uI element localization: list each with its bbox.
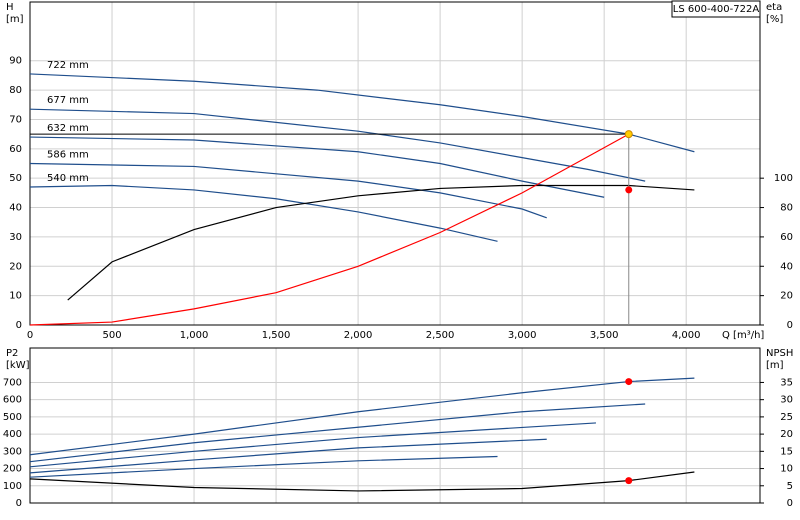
y-tick-label: 700 [3, 377, 22, 388]
duty-point [625, 477, 633, 485]
y-tick-label: 600 [3, 395, 22, 406]
duty-point [624, 130, 633, 139]
plot-frame [29, 347, 761, 504]
curve-label: 586 mm [47, 150, 89, 161]
curve-label: 540 mm [47, 173, 89, 184]
y2-tick-label: 10 [780, 464, 793, 475]
legend-label: LS 600-400-722A [673, 4, 760, 15]
curve [29, 136, 605, 198]
curve [29, 422, 596, 468]
y-tick-label: 70 [9, 114, 22, 125]
curve [29, 455, 498, 478]
x-tick-label: 2,000 [344, 330, 373, 341]
y-tick-label: 30 [9, 232, 22, 243]
curve [29, 471, 695, 492]
y-tick-label: 500 [3, 412, 22, 423]
duty-point [625, 378, 633, 386]
curve [29, 73, 695, 153]
x-tick-label: 1,500 [262, 330, 291, 341]
duty-point [625, 186, 633, 194]
x-tick-label: 500 [102, 330, 121, 341]
x-tick-label: 2,500 [426, 330, 455, 341]
y2-tick-label: 100 [774, 173, 793, 184]
y2-tick-label: 5 [787, 481, 793, 492]
y2-axis-unit: [%] [766, 14, 783, 25]
y-tick-label: 10 [9, 291, 22, 302]
y2-tick-label: 0 [787, 498, 793, 509]
x-tick-label: 4,000 [672, 330, 701, 341]
y-tick-label: 100 [3, 481, 22, 492]
plot-frame [29, 1, 761, 326]
curve [29, 438, 547, 474]
curve-label: 632 mm [47, 123, 89, 134]
y-tick-label: 90 [9, 56, 22, 67]
y-tick-label: 40 [9, 203, 22, 214]
y2-tick-label: 20 [780, 429, 793, 440]
curve [29, 377, 695, 456]
y2-axis-label: NPSH [766, 348, 793, 359]
curve-label: 677 mm [47, 95, 89, 106]
y-tick-label: 80 [9, 85, 22, 96]
y2-axis-label: eta [766, 2, 782, 13]
y-tick-label: 60 [9, 144, 22, 155]
y-tick-label: 400 [3, 429, 22, 440]
curve [29, 108, 646, 182]
y2-axis-unit: [m] [766, 360, 784, 371]
y2-tick-label: 0 [787, 320, 793, 331]
curve [29, 184, 498, 242]
y-axis-unit: [kW] [6, 360, 30, 371]
y2-tick-label: 20 [780, 291, 793, 302]
curve-label: 722 mm [47, 60, 89, 71]
curve [67, 184, 695, 301]
y2-tick-label: 60 [780, 232, 793, 243]
y-tick-label: 300 [3, 446, 22, 457]
y-tick-label: 50 [9, 173, 22, 184]
y-tick-label: 0 [16, 498, 22, 509]
y2-tick-label: 80 [780, 203, 793, 214]
curve [29, 133, 630, 326]
x-tick-label: 3,000 [508, 330, 537, 341]
x-axis-label: Q [m³/h] [722, 330, 764, 341]
y-tick-label: 20 [9, 261, 22, 272]
y2-tick-label: 15 [780, 446, 793, 457]
y-tick-label: 0 [16, 320, 22, 331]
y2-tick-label: 25 [780, 412, 793, 423]
y-axis-unit: [m] [6, 14, 24, 25]
curve [29, 162, 547, 219]
y2-tick-label: 35 [780, 377, 793, 388]
legend-box [671, 0, 761, 18]
x-tick-label: 1,000 [180, 330, 209, 341]
y-axis-label: H [6, 2, 14, 13]
y-axis-label: P2 [6, 348, 18, 359]
y2-tick-label: 40 [780, 261, 793, 272]
y2-tick-label: 30 [780, 395, 793, 406]
curve [29, 403, 646, 463]
x-tick-label: 0 [27, 330, 33, 341]
y-tick-label: 200 [3, 464, 22, 475]
x-tick-label: 3,500 [590, 330, 619, 341]
